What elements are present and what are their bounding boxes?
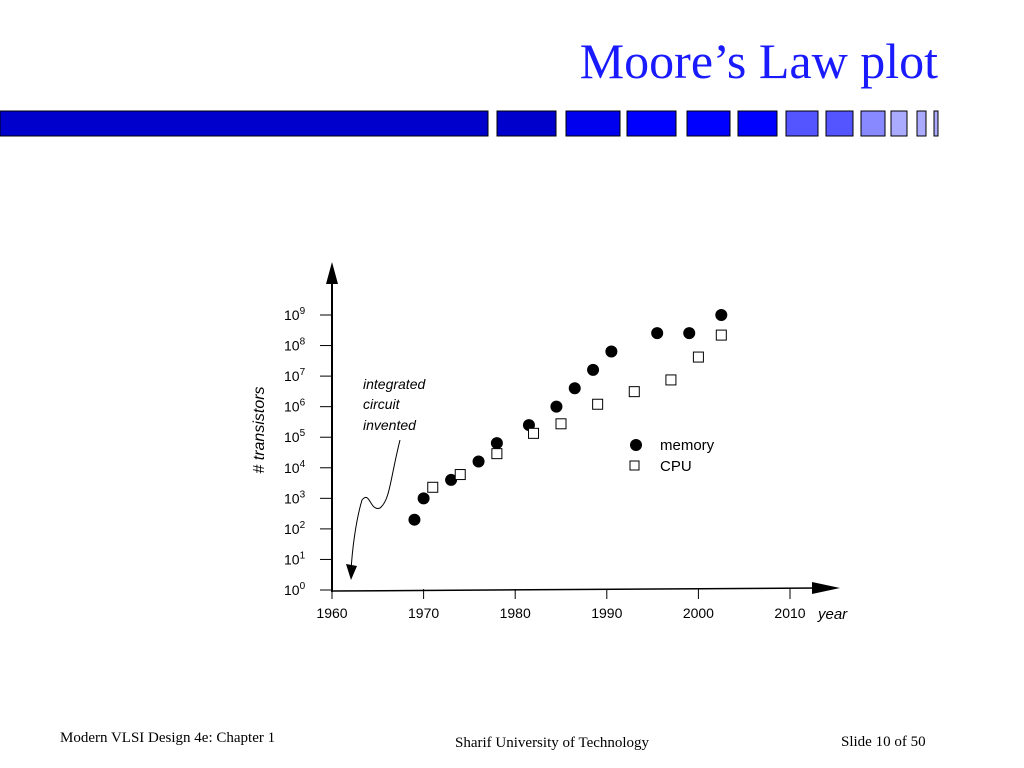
cpu-point [555, 418, 567, 430]
footer-university: Sharif University of Technology [455, 735, 650, 751]
legend-cpu-label: CPU [660, 458, 692, 475]
annotation-line-3: invented [363, 417, 417, 433]
memory-point [651, 327, 664, 340]
ic-invented-annotation: integrated circuit invented [346, 376, 426, 580]
y-tick-label: 109 [284, 306, 306, 323]
cpu-point [592, 398, 604, 410]
title-bar-segment [785, 110, 819, 137]
cpu-point [692, 351, 704, 363]
title-bar-segment [626, 110, 677, 137]
title-bar-segment [933, 110, 939, 137]
cpu-point [628, 386, 640, 398]
cpu-point [665, 374, 677, 386]
legend-cpu-marker [629, 460, 640, 471]
x-axis-arrowhead [812, 582, 840, 594]
y-tick-label: 100 [284, 581, 306, 598]
annotation-arrowhead [346, 564, 357, 580]
legend: memory CPU [629, 437, 715, 475]
memory-point [683, 327, 696, 340]
x-tick-label: 1970 [408, 605, 439, 621]
title-bar-segment [825, 110, 854, 137]
memory-point [587, 363, 600, 376]
cpu-point [715, 329, 727, 341]
annotation-arrow [350, 439, 401, 573]
slide-title: Moore’s Law plot [579, 33, 938, 89]
y-tick-label: 106 [284, 398, 306, 415]
cpu-point [491, 448, 503, 460]
x-axis-line [331, 587, 819, 592]
legend-memory-label: memory [660, 437, 715, 454]
footer-slide-number: Slide 10 of 50 [841, 734, 926, 750]
y-tick-label: 104 [284, 459, 306, 476]
memory-point [472, 455, 485, 468]
memory-point [490, 437, 503, 450]
y-tick-label: 102 [284, 520, 306, 537]
x-axis-label: year [817, 606, 848, 623]
title-bar-segment [565, 110, 621, 137]
y-tick-label: 105 [284, 428, 306, 445]
y-tick-label: 101 [284, 550, 306, 567]
title-bar-segment [890, 110, 908, 137]
title-bar-segment [496, 110, 557, 137]
y-axis-arrowhead [326, 262, 338, 284]
y-axis-label: # transistors [251, 386, 268, 473]
x-tick-label: 2010 [774, 605, 805, 621]
title-bar-segment [0, 110, 489, 137]
y-tick-label: 103 [284, 489, 306, 506]
y-tick-label: 107 [284, 367, 306, 384]
x-tick-label: 2000 [683, 605, 714, 621]
annotation-line-2: circuit [363, 396, 401, 412]
memory-point [550, 400, 563, 413]
y-tick-label: 108 [284, 337, 306, 354]
title-bar-segment [916, 110, 927, 137]
x-tick-label: 1980 [500, 605, 531, 621]
title-decoration-bar [0, 110, 939, 137]
title-bar-segment [737, 110, 778, 137]
memory-point [715, 309, 728, 321]
memory-point [445, 473, 458, 486]
legend-memory-marker [630, 439, 642, 451]
memory-point [408, 513, 421, 526]
memory-point [568, 382, 581, 395]
cpu-point [528, 427, 540, 439]
annotation-line-1: integrated [363, 376, 426, 392]
title-bar-segment [860, 110, 886, 137]
cpu-point [427, 481, 439, 493]
cpu-point [454, 469, 466, 481]
memory-point [605, 345, 618, 358]
x-tick-label: 1960 [316, 605, 347, 621]
title-bar-segment [686, 110, 731, 137]
x-tick-label: 1990 [591, 605, 622, 621]
memory-point [417, 492, 430, 505]
footer-course: Modern VLSI Design 4e: Chapter 1 [60, 730, 276, 746]
